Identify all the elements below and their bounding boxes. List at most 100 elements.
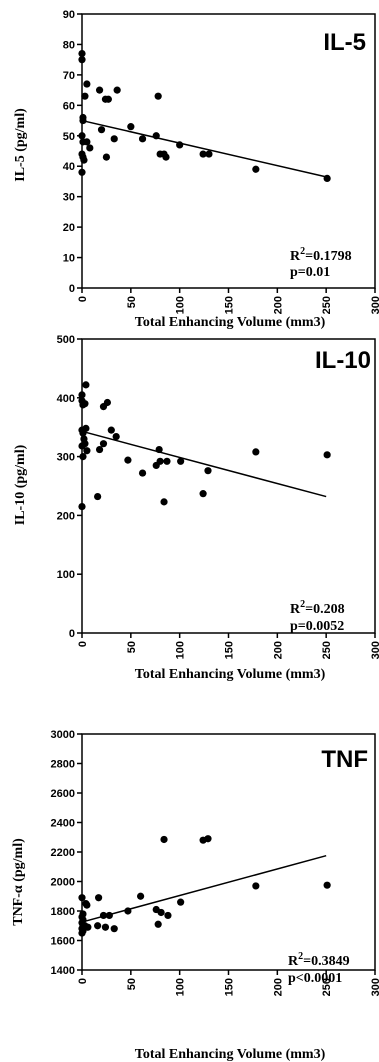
data-point	[127, 123, 135, 131]
data-point	[103, 398, 111, 407]
data-point	[94, 922, 102, 930]
data-point	[199, 490, 207, 498]
y-tick-label: 2800	[51, 759, 75, 771]
data-point	[138, 469, 147, 477]
data-point	[81, 440, 89, 448]
data-point	[95, 445, 104, 454]
y-tick-label: 40	[63, 161, 75, 173]
x-tick-label: 0	[77, 641, 89, 647]
x-axis-title: Total Enhancing Volume (mm3)	[135, 667, 326, 682]
data-point	[78, 391, 86, 399]
p-value-label: p<0.0001	[288, 971, 342, 986]
x-tick-label: 50	[126, 978, 138, 990]
panel-title: IL-5	[323, 29, 366, 56]
x-tick-label: 250	[321, 296, 333, 314]
r-squared-label: R2=0.1798	[290, 246, 352, 264]
data-point	[323, 451, 331, 459]
x-axis-title: Total Enhancing Volume (mm3)	[135, 1047, 326, 1062]
y-tick-label: 2600	[51, 788, 75, 800]
data-point	[97, 126, 106, 134]
p-value-label: p=0.0052	[290, 619, 344, 634]
data-point	[86, 144, 94, 152]
data-points	[78, 49, 331, 182]
x-axis: 0 50 100 150 200 250 300	[77, 970, 379, 996]
data-points	[78, 835, 331, 937]
y-axis: 1400 1600 1800 2000 2200 2400 2600 2800 3000	[51, 729, 82, 977]
data-point	[124, 456, 132, 464]
data-point	[323, 174, 331, 182]
il10-chart: 0 100 200 300 400 500 0 50 100 150 200 250 300 IL-1…	[13, 334, 379, 682]
x-tick-label: 250	[321, 978, 333, 996]
data-point	[81, 92, 89, 100]
x-tick-label: 100	[175, 296, 187, 314]
y-axis-title: IL-5 (pg/ml)	[13, 108, 28, 182]
data-point	[80, 156, 88, 164]
data-points	[78, 381, 331, 511]
data-point	[137, 892, 145, 900]
x-tick-label: 50	[126, 296, 138, 308]
data-point	[199, 150, 207, 158]
x-tick-label: 300	[370, 296, 379, 314]
data-point	[154, 920, 162, 928]
y-axis: 0 100 200 300 400 500	[57, 334, 82, 640]
x-tick-label: 100	[175, 641, 187, 659]
x-tick-label: 200	[272, 978, 284, 996]
x-tick-label: 150	[224, 978, 236, 996]
data-point	[252, 448, 260, 456]
x-tick-label: 150	[224, 641, 236, 659]
data-point	[83, 138, 91, 146]
data-point	[113, 86, 121, 94]
y-tick-label: 100	[57, 569, 75, 581]
data-point	[104, 95, 112, 103]
y-tick-label: 1400	[51, 965, 75, 977]
y-tick-label: 50	[63, 131, 75, 143]
tnf-chart: 1400 1600 1800 2000 2200 2400 2600 2800 3000 0 50…	[11, 729, 379, 1062]
y-tick-label: 90	[63, 9, 75, 21]
x-tick-label: 250	[321, 641, 333, 659]
data-point	[252, 165, 260, 173]
y-tick-label: 200	[57, 510, 75, 522]
y-tick-label: 400	[57, 393, 75, 405]
x-tick-label: 50	[126, 641, 138, 653]
data-point	[78, 56, 86, 64]
y-tick-label: 1600	[51, 936, 75, 948]
data-point	[162, 153, 170, 161]
plot-frame	[81, 338, 376, 634]
p-value-label: p=0.01	[290, 265, 330, 280]
y-tick-label: 30	[63, 192, 75, 204]
trend-line	[81, 854, 327, 923]
y-tick-label: 0	[69, 628, 75, 640]
data-point	[84, 923, 92, 931]
data-point	[99, 440, 108, 448]
data-point	[105, 911, 113, 920]
il5-chart: 0 10 20 30 40 50 60 70 80 90 0 50 100 150 200 250 300 I…	[13, 9, 379, 330]
data-point	[160, 835, 168, 844]
y-tick-label: 2400	[51, 818, 75, 830]
data-point	[79, 116, 87, 125]
y-tick-label: 70	[63, 70, 75, 82]
data-point	[95, 894, 103, 902]
data-point	[107, 426, 115, 434]
x-tick-label: 200	[272, 641, 284, 659]
x-tick-label: 0	[77, 978, 89, 984]
y-tick-label: 2000	[51, 877, 75, 889]
x-axis: 0 50 100 150 200 250 300	[77, 288, 379, 314]
data-point	[163, 457, 171, 465]
data-point	[177, 457, 185, 465]
data-point	[164, 911, 172, 920]
y-tick-label: 10	[63, 253, 75, 265]
data-point	[204, 467, 212, 475]
x-tick-label: 300	[370, 641, 379, 659]
x-tick-label: 150	[224, 296, 236, 314]
data-point	[323, 881, 331, 889]
y-axis: 0 10 20 30 40 50 60 70 80 90	[63, 9, 82, 295]
data-point	[83, 901, 91, 909]
data-point	[157, 908, 165, 917]
data-point	[152, 132, 160, 140]
y-tick-label: 60	[63, 100, 75, 112]
trend-line	[81, 430, 327, 498]
y-tick-label: 1800	[51, 906, 75, 918]
data-point	[83, 80, 91, 88]
y-tick-label: 3000	[51, 729, 75, 741]
y-tick-label: 80	[63, 39, 75, 51]
